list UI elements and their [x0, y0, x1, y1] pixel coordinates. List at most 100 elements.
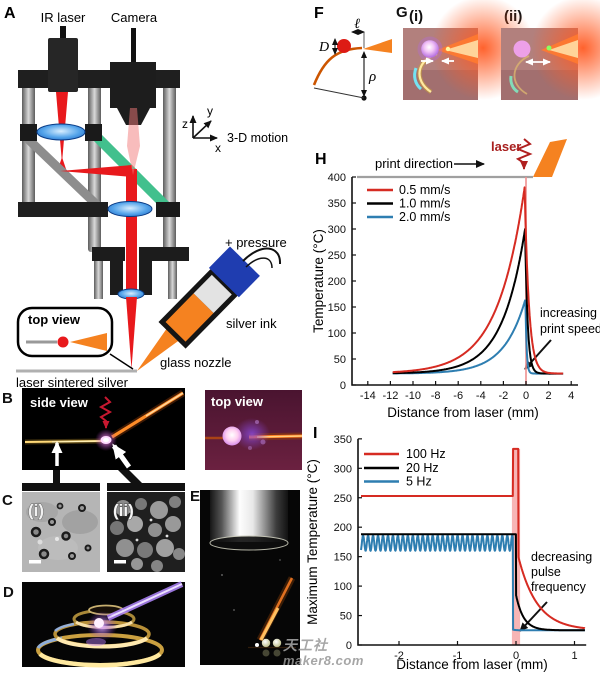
axis-x-label: x	[215, 141, 221, 155]
legend-label-0: 100 Hz	[406, 447, 446, 461]
speckle	[248, 446, 252, 450]
panel-i-label: I	[313, 425, 317, 442]
photo-background	[22, 388, 185, 470]
ir-laser-body	[48, 38, 78, 92]
head-post-left	[94, 261, 103, 299]
pressure-tube-1	[242, 247, 282, 265]
pressure-tube-2	[245, 257, 273, 269]
camera-label: Camera	[111, 10, 158, 25]
panel-c-label: C	[2, 492, 13, 509]
speckle	[149, 518, 153, 522]
panel-d-label: D	[3, 584, 14, 601]
panel-a-schematic: top view z y x 3-D motion A IR laser Cam…	[4, 5, 288, 390]
particle	[115, 500, 131, 516]
note-line2: print speed	[540, 322, 600, 336]
x-tick-label: -12	[382, 390, 398, 402]
printed-bead	[261, 638, 271, 648]
glass-nozzle-label: glass nozzle	[160, 355, 232, 370]
void-blob	[38, 548, 50, 560]
y-tick-label: 50	[334, 354, 346, 366]
panel-b-c-connectors	[22, 470, 185, 491]
glow-cone-core	[549, 40, 578, 58]
speckle	[135, 538, 139, 542]
lens2-clamp-right	[156, 202, 180, 217]
bead-reflection	[262, 649, 270, 657]
dim-l-label: ℓ	[354, 17, 360, 32]
legend-label-1: 20 Hz	[406, 461, 439, 475]
glass-nozzle-cone	[137, 326, 182, 371]
spiral-ring-2-blue	[54, 622, 75, 632]
laser-spot	[513, 40, 531, 58]
lens-2	[107, 201, 153, 217]
panel-i-chart: I 100 Hz 20 Hz 5 Hz decreasing pulse fre…	[305, 425, 592, 672]
connector-bar-i	[22, 483, 100, 491]
texture-patch	[26, 502, 58, 522]
particle	[151, 560, 163, 572]
glow-cone-core	[445, 40, 478, 58]
panel-g-photo-i	[403, 0, 535, 100]
axis-y-label: y	[207, 104, 213, 118]
head-post-right	[168, 261, 177, 299]
x-tick-label: -8	[431, 390, 441, 402]
x-tick-label: -2	[394, 650, 404, 662]
junction-glint	[445, 46, 451, 52]
speckle	[165, 534, 169, 538]
note-line1: decreasing	[531, 550, 592, 564]
nozzle-beam-core	[107, 583, 183, 619]
plasma-core	[94, 618, 104, 628]
x-tick-label: -4	[476, 390, 486, 402]
panel-h-label: H	[315, 151, 327, 168]
scale-bar	[29, 560, 41, 564]
filament-green-glow	[509, 75, 519, 94]
y-tick-label: 200	[328, 276, 346, 288]
laser-zigzag-arrow	[515, 138, 533, 170]
note-line3: frequency	[531, 580, 587, 594]
frame-post-middle	[88, 74, 101, 252]
lens1-clamp-right	[85, 124, 102, 141]
legend-label-0: 0.5 mm/s	[399, 183, 450, 197]
panel-e-photo	[200, 490, 300, 665]
inset-pointer-line	[109, 353, 134, 370]
printed-filament-arc	[312, 46, 363, 86]
void-blob	[61, 531, 71, 541]
camera-stem	[131, 28, 136, 64]
nozzle-bright-tip	[259, 607, 280, 641]
syringe-empty-fill	[193, 274, 232, 314]
y-tick-label: 250	[334, 493, 352, 505]
series-20 Hz	[360, 533, 586, 632]
laser-beam-horizontal	[60, 165, 132, 177]
x-tick-label: -10	[405, 390, 421, 402]
axis-y-arrow	[192, 120, 212, 139]
panel-e-label: E	[190, 488, 201, 505]
x-tick-label: 2	[546, 390, 552, 402]
camera-view-cone	[127, 108, 140, 175]
junction-glint	[546, 45, 552, 51]
void-blob	[84, 544, 92, 552]
syringe-ink-fill	[165, 293, 214, 342]
x-tick-label: -2	[499, 390, 509, 402]
particle	[127, 516, 143, 532]
note-arrow	[519, 601, 548, 632]
series-1.0 mm/s	[392, 228, 564, 375]
x-tick-label: 0	[513, 650, 519, 662]
head-column-left	[110, 261, 123, 295]
y-tick-label: 150	[334, 552, 352, 564]
particle	[148, 523, 162, 537]
dust-dot	[221, 574, 223, 576]
cylinder-bottom-rim	[209, 535, 289, 551]
texture-patch	[62, 510, 98, 534]
head-column-right	[139, 261, 152, 295]
connector-stem-i	[53, 470, 60, 484]
panel-h-chart: H print direction laser 0.5 mm/s 1.0 mm/…	[311, 138, 600, 420]
ink-syringe	[137, 246, 260, 371]
inset-nozzle-cone	[70, 333, 107, 351]
panel-c-micrograph-i: (i)	[22, 492, 100, 572]
y-tick-label: 350	[328, 198, 346, 210]
void-blob	[30, 526, 42, 538]
laser-spot	[337, 39, 351, 53]
sub-label-ii: (ii)	[113, 501, 134, 520]
substrate-label: laser sintered silver	[16, 375, 129, 390]
camera-body	[110, 62, 156, 108]
glow-reflection	[86, 638, 106, 646]
ir-laser-label: IR laser	[41, 10, 86, 25]
